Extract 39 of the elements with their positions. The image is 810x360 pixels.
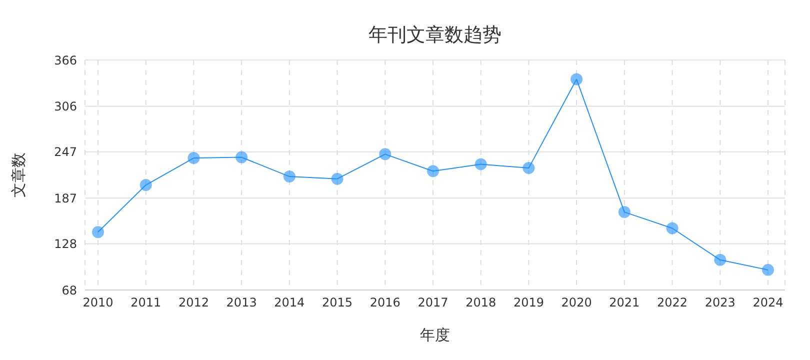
y-tick-label: 68 [62,283,77,298]
point [618,206,630,218]
x-tick-label: 2012 [178,296,209,310]
x-tick-label: 2014 [274,296,305,310]
x-tick-label: 2021 [609,296,640,310]
point [666,222,678,234]
point [188,152,200,164]
x-tick-label: 2015 [322,296,353,310]
x-tick-label: 2023 [704,296,736,310]
point [283,170,296,183]
point [236,151,248,164]
point [522,162,535,174]
x-tick-label: 2019 [513,296,544,310]
point [331,172,344,185]
x-tick-label: 2017 [418,296,448,310]
point [762,264,774,276]
y-tick-label: 366 [54,53,77,68]
x-tick-label: 2024 [752,296,784,310]
x-tick-label: 2011 [130,296,162,310]
x-tick-label: 2013 [226,296,257,310]
y-tick-label: 247 [54,145,77,160]
x-axis-title: 年度 [420,326,450,344]
point [474,158,487,170]
y-axis-title: 文章数 [9,152,28,198]
point [570,73,583,86]
x-tick-label: 2018 [466,296,496,310]
y-tick-label: 306 [54,100,77,114]
point [427,165,439,178]
point [92,226,104,238]
point [714,254,726,266]
chart-title: 年刊文章数趋势 [368,23,502,48]
x-tick-label: 2020 [561,296,592,310]
y-tick-label: 187 [54,191,77,206]
x-tick-label: 2022 [657,296,688,310]
point [379,148,392,160]
y-tick-label: 128 [54,236,77,251]
x-tick-label: 2016 [370,296,400,310]
x-tick-label: 2010 [82,296,114,310]
point [140,179,152,192]
